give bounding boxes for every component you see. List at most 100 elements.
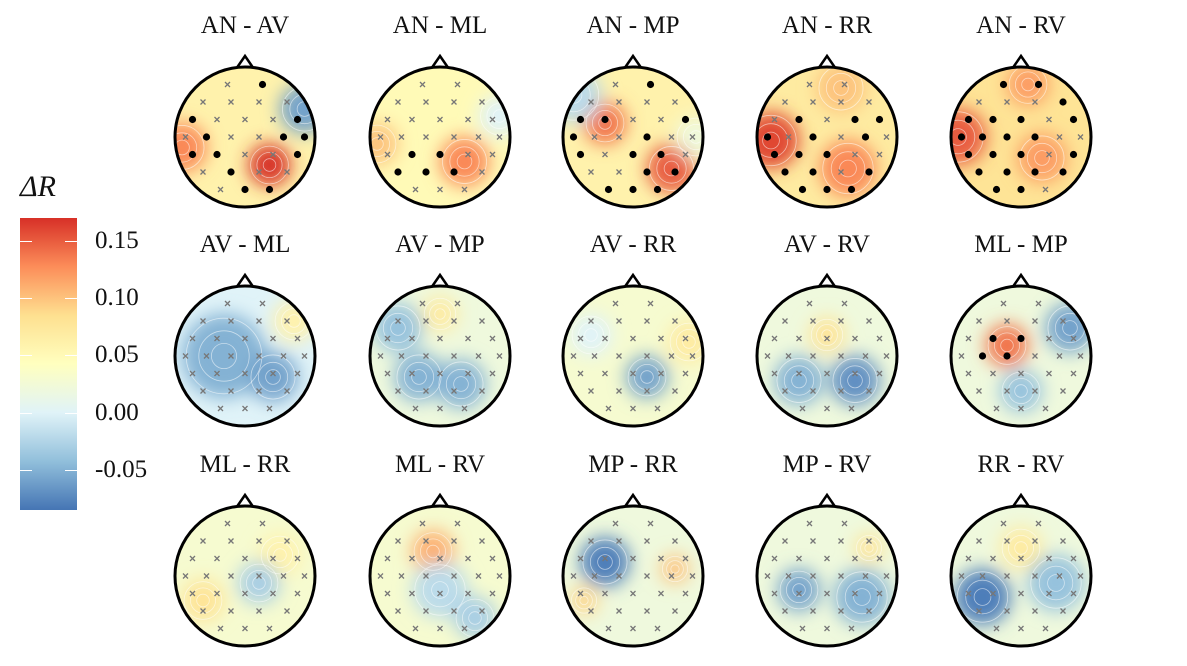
electrode-marker <box>1046 151 1052 158</box>
electrode-marker <box>437 116 443 123</box>
panel-title: AN - MP <box>586 12 680 39</box>
electrode-marker <box>591 573 598 579</box>
electrode-marker <box>412 625 419 632</box>
contour-line <box>1034 150 1050 166</box>
electrode-marker <box>412 186 419 193</box>
significant-electrode <box>576 115 585 124</box>
electrode-marker <box>1056 353 1063 359</box>
electrode-marker <box>824 625 830 632</box>
electrode-marker <box>682 555 689 562</box>
contour-line <box>676 117 703 157</box>
contour-line <box>468 611 482 625</box>
electrode-marker <box>644 318 650 324</box>
electrode-marker <box>384 335 391 342</box>
electrode-marker <box>602 370 608 377</box>
activity-region <box>830 356 880 405</box>
electrode-marker <box>489 590 496 597</box>
panel-title: AN - AV <box>200 12 290 39</box>
electrode-marker <box>810 388 816 394</box>
contour-line <box>844 579 880 615</box>
contour-line <box>666 560 684 578</box>
electrode-marker <box>377 573 384 579</box>
electrode-marker <box>588 99 594 105</box>
electrode-marker <box>799 405 806 412</box>
significant-electrode <box>646 80 655 89</box>
electrode-marker <box>423 99 429 105</box>
contour-line <box>951 119 976 155</box>
contour-line <box>431 581 449 599</box>
electrode-marker <box>200 538 206 544</box>
electrode-marker <box>284 318 290 324</box>
scalp-map <box>755 492 899 648</box>
contour-line <box>860 539 878 557</box>
electrode-marker <box>242 370 248 377</box>
electrode-marker <box>409 590 415 597</box>
electrode-marker <box>672 388 678 394</box>
electrode-marker <box>1032 573 1038 579</box>
panel-title: ML - RR <box>199 451 291 478</box>
electrode-marker <box>876 151 883 158</box>
activity-region <box>778 569 820 611</box>
electrode-marker <box>217 186 224 193</box>
electrode-marker <box>461 186 468 193</box>
electrode-marker <box>672 318 678 324</box>
topomap-panel: AN - MP <box>553 12 713 227</box>
electrode-marker <box>465 335 471 342</box>
significant-electrode <box>1069 115 1078 124</box>
electrode-marker <box>838 573 844 579</box>
contour-line <box>579 595 589 606</box>
electrode-marker <box>270 116 276 123</box>
electrode-marker <box>630 625 636 632</box>
colorbar-tick-mark <box>65 469 77 471</box>
electrode-marker <box>588 608 594 614</box>
electrode-marker <box>1060 538 1066 544</box>
electrode-marker <box>644 573 650 579</box>
electrode-marker <box>1004 318 1010 324</box>
activity-region <box>440 137 489 186</box>
contour-line <box>262 158 277 172</box>
electrode-marker <box>1046 590 1052 597</box>
scalp-map <box>949 53 1093 209</box>
contour-line <box>830 151 866 186</box>
electrode-marker <box>810 573 816 579</box>
electrode-marker <box>475 134 482 140</box>
contour-line <box>442 139 487 184</box>
contour-line <box>189 587 217 614</box>
electrode-marker <box>465 590 471 597</box>
contour-line <box>1008 378 1035 405</box>
electrode-marker <box>824 116 830 123</box>
contour-line <box>1008 535 1035 562</box>
activity-region <box>422 296 458 332</box>
contour-line <box>853 588 871 606</box>
contour-line <box>762 131 780 150</box>
significant-electrode <box>992 185 1001 194</box>
electrode-marker <box>423 318 429 324</box>
electrode-marker <box>1035 300 1042 307</box>
electrode-marker <box>577 590 584 597</box>
contour-line <box>434 308 446 320</box>
electrode-marker <box>395 388 401 394</box>
contour-line <box>1008 67 1048 104</box>
contour-line <box>682 124 703 151</box>
electrode-marker <box>588 169 594 175</box>
electrode-marker <box>200 169 206 175</box>
electrode-marker <box>796 555 802 562</box>
activity-region <box>954 569 1011 625</box>
electrode-marker <box>806 300 813 307</box>
electrode-marker <box>852 590 858 597</box>
significant-electrode <box>293 150 302 159</box>
electrode-marker <box>256 169 262 175</box>
electrode-marker <box>824 590 830 597</box>
electrode-marker <box>465 151 471 158</box>
electrode-marker <box>848 405 855 412</box>
electrode-marker <box>228 538 234 544</box>
significant-electrode <box>188 115 197 124</box>
significant-electrode <box>653 185 662 194</box>
electrode-marker <box>412 405 419 412</box>
panel-title: ML - RV <box>394 451 486 478</box>
electrode-marker <box>1046 335 1052 342</box>
electrode-marker <box>270 590 276 597</box>
electrode-marker <box>384 590 391 597</box>
electrode-marker <box>1056 573 1063 579</box>
electrode-marker <box>398 573 405 579</box>
